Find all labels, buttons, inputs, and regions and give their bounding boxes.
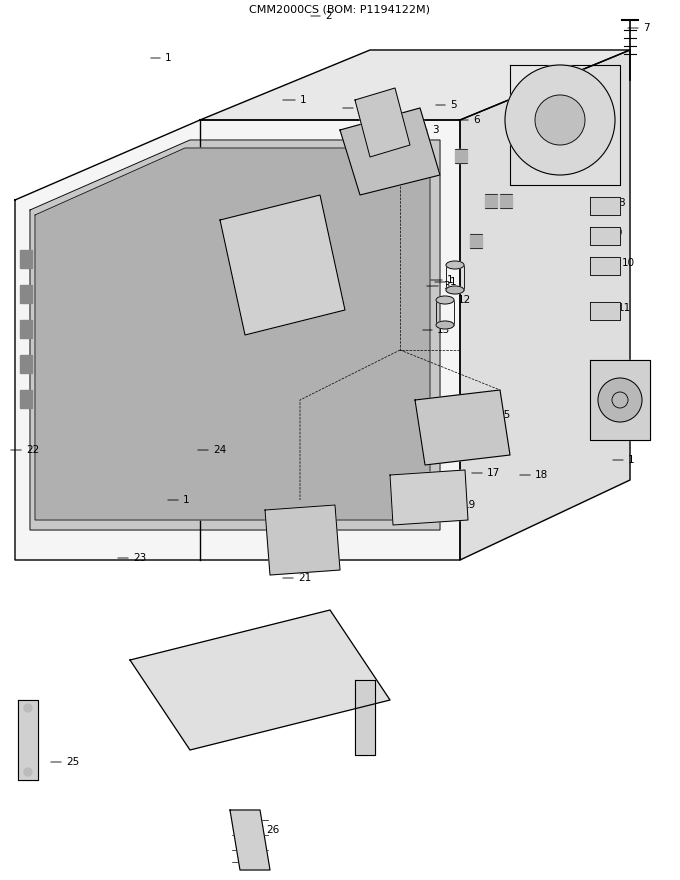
Polygon shape bbox=[340, 108, 440, 195]
Circle shape bbox=[598, 378, 642, 422]
Text: 26: 26 bbox=[266, 825, 279, 835]
Bar bbox=[590, 197, 620, 215]
Polygon shape bbox=[230, 810, 270, 870]
Text: 23: 23 bbox=[133, 553, 146, 563]
Polygon shape bbox=[200, 50, 630, 120]
Polygon shape bbox=[220, 195, 345, 335]
Polygon shape bbox=[130, 610, 390, 750]
Text: 4: 4 bbox=[382, 143, 389, 153]
Text: 1: 1 bbox=[300, 95, 307, 105]
Polygon shape bbox=[30, 140, 440, 530]
Text: 1: 1 bbox=[447, 275, 454, 285]
Polygon shape bbox=[355, 88, 410, 157]
Text: 22: 22 bbox=[26, 445, 39, 455]
Polygon shape bbox=[390, 470, 468, 525]
Text: 19: 19 bbox=[463, 500, 476, 510]
Circle shape bbox=[505, 65, 615, 175]
Polygon shape bbox=[18, 700, 38, 780]
Polygon shape bbox=[265, 505, 340, 575]
Text: CMM2000CS (BOM: P1194122M): CMM2000CS (BOM: P1194122M) bbox=[250, 4, 430, 14]
Bar bbox=[20, 250, 32, 268]
Text: 14: 14 bbox=[627, 385, 641, 395]
Polygon shape bbox=[415, 390, 510, 465]
Text: 7: 7 bbox=[643, 23, 649, 33]
Polygon shape bbox=[15, 120, 460, 560]
Text: 10: 10 bbox=[622, 258, 635, 268]
Text: 21: 21 bbox=[298, 573, 311, 583]
Text: 1: 1 bbox=[165, 53, 171, 63]
Bar bbox=[590, 227, 620, 245]
Text: 12: 12 bbox=[458, 295, 471, 305]
Text: 25: 25 bbox=[66, 757, 80, 767]
Text: 16: 16 bbox=[488, 435, 501, 445]
Text: 3: 3 bbox=[432, 125, 439, 135]
Text: 13: 13 bbox=[437, 325, 450, 335]
Bar bbox=[20, 355, 32, 373]
Polygon shape bbox=[590, 360, 650, 440]
Polygon shape bbox=[460, 50, 630, 560]
Ellipse shape bbox=[446, 286, 464, 294]
Polygon shape bbox=[35, 148, 430, 520]
Text: 15: 15 bbox=[498, 410, 511, 420]
Circle shape bbox=[24, 704, 32, 712]
Text: 6: 6 bbox=[473, 115, 479, 125]
Text: 18: 18 bbox=[535, 470, 548, 480]
Text: 9: 9 bbox=[615, 228, 622, 238]
Bar bbox=[20, 390, 32, 408]
Ellipse shape bbox=[436, 296, 454, 304]
Bar bbox=[590, 257, 620, 275]
Text: 17: 17 bbox=[487, 468, 500, 478]
Circle shape bbox=[535, 95, 585, 145]
Text: 24: 24 bbox=[213, 445, 226, 455]
Text: 3: 3 bbox=[443, 281, 449, 291]
Text: 27: 27 bbox=[358, 103, 371, 113]
Circle shape bbox=[24, 768, 32, 776]
Ellipse shape bbox=[446, 261, 464, 269]
Text: 1: 1 bbox=[450, 277, 457, 287]
Bar bbox=[455, 149, 467, 163]
Bar bbox=[590, 302, 620, 320]
Bar bbox=[470, 234, 482, 248]
Polygon shape bbox=[355, 680, 375, 755]
Text: 20: 20 bbox=[293, 540, 306, 550]
Text: 11: 11 bbox=[618, 303, 631, 313]
Text: 1: 1 bbox=[183, 495, 190, 505]
Text: 2: 2 bbox=[325, 11, 332, 21]
Text: 5: 5 bbox=[450, 100, 457, 110]
Text: 1: 1 bbox=[628, 455, 634, 465]
Bar bbox=[20, 285, 32, 303]
Text: 8: 8 bbox=[618, 198, 625, 208]
Bar bbox=[500, 194, 512, 208]
Bar bbox=[20, 320, 32, 338]
Ellipse shape bbox=[436, 321, 454, 329]
Bar bbox=[485, 194, 497, 208]
